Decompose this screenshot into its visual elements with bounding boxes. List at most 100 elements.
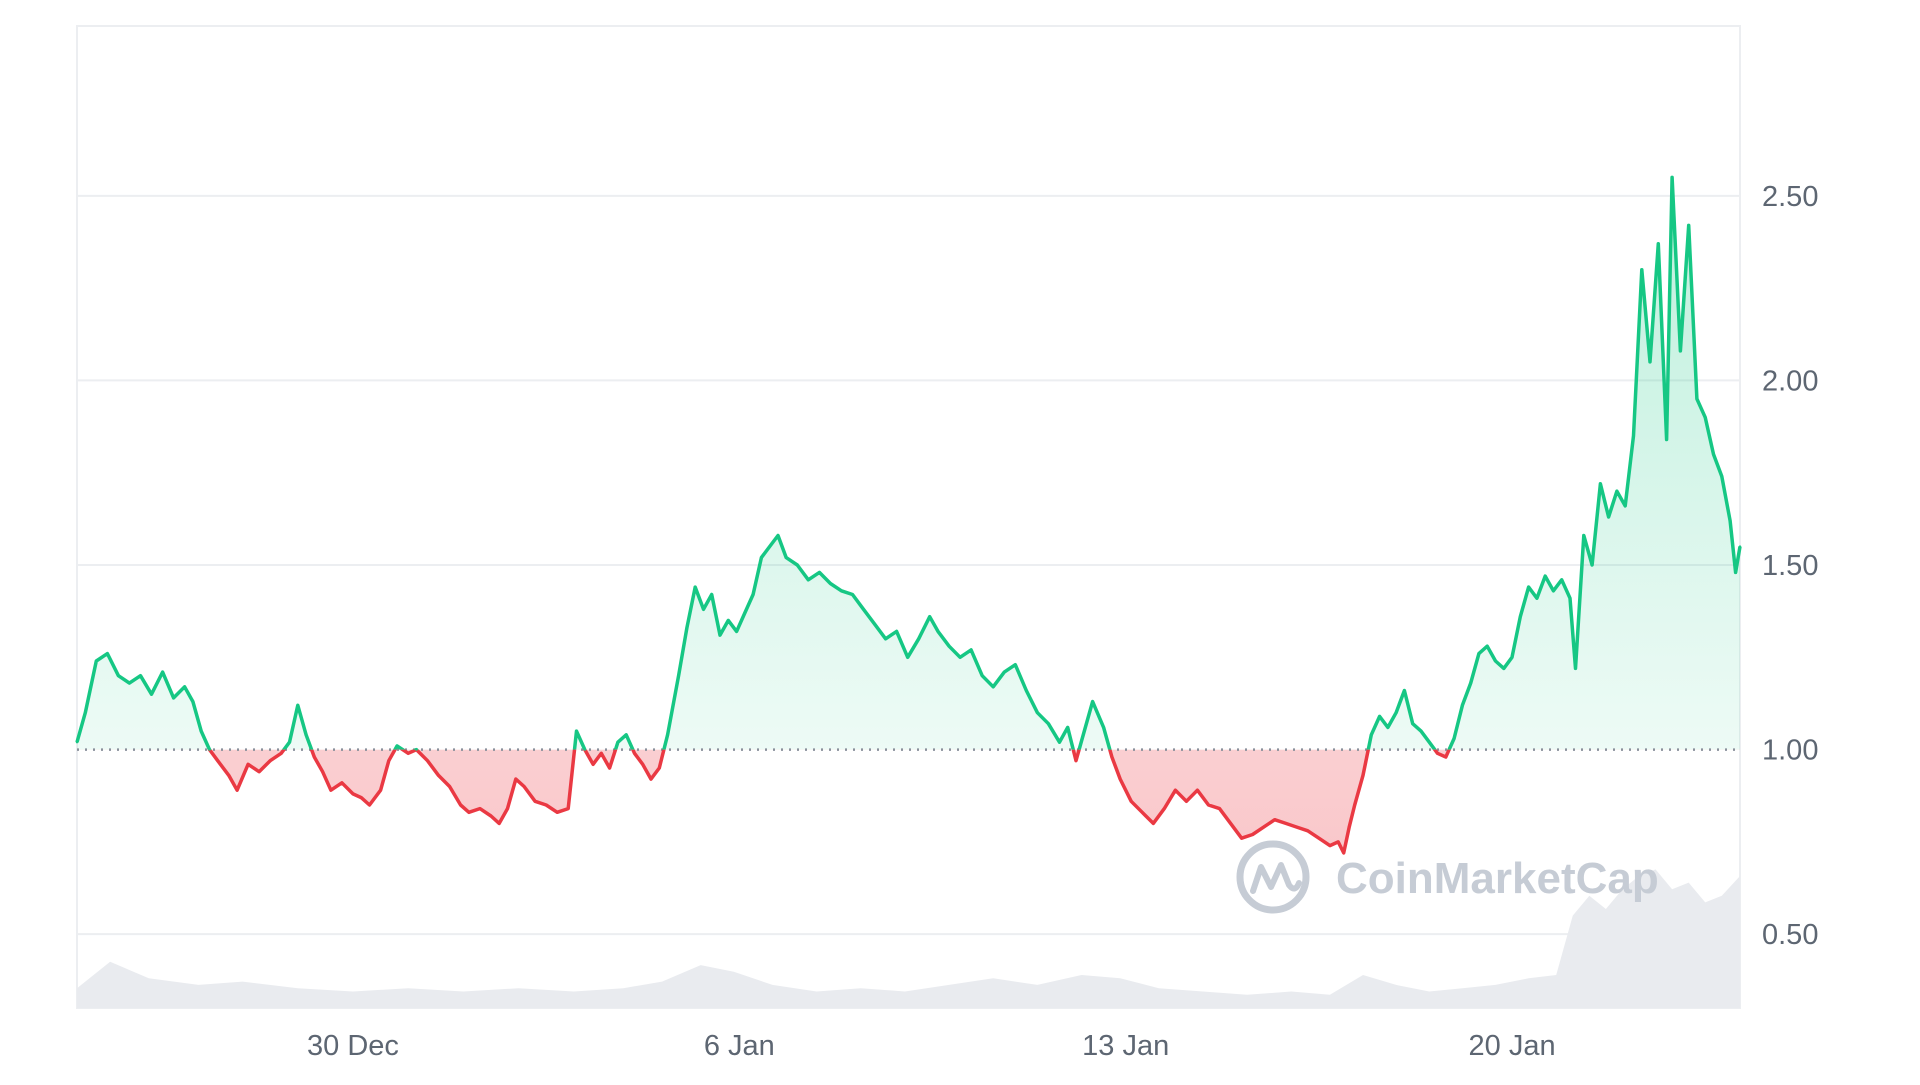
y-tick-label: 1.00	[1762, 735, 1818, 767]
price-point	[862, 608, 865, 611]
price-point	[150, 693, 153, 696]
price-point	[1687, 224, 1690, 227]
price-point	[1582, 534, 1586, 537]
coinmarketcap-watermark: CoinMarketCap	[1236, 840, 1659, 914]
price-point	[1130, 800, 1133, 803]
price-point	[235, 788, 239, 792]
y-tick-label: 0.50	[1762, 919, 1818, 951]
price-point	[1623, 504, 1627, 508]
price-point	[555, 811, 559, 814]
price-point	[1590, 563, 1594, 567]
price-point	[807, 578, 810, 581]
price-point	[1118, 777, 1122, 781]
price-point	[1734, 571, 1737, 574]
price-point	[1317, 836, 1321, 840]
price-point	[1273, 818, 1276, 821]
y-tick-label: 2.50	[1762, 181, 1818, 213]
price-point	[1469, 681, 1472, 685]
price-point	[387, 759, 391, 762]
price-point	[1378, 715, 1381, 718]
price-point	[1599, 482, 1602, 485]
price-point	[1543, 574, 1547, 578]
price-point	[84, 711, 87, 714]
grid-lines	[77, 194, 1740, 936]
price-point	[649, 777, 653, 781]
price-point	[1083, 729, 1086, 733]
price-point	[1074, 759, 1078, 762]
price-point	[616, 740, 620, 744]
price-point	[1141, 811, 1144, 814]
price-point	[379, 788, 382, 792]
price-point	[1679, 349, 1682, 353]
price-point	[139, 674, 142, 677]
price-point	[406, 752, 410, 755]
price-point	[1328, 844, 1332, 847]
price-point	[117, 674, 120, 677]
x-tick-label: 6 Jan	[704, 1030, 775, 1062]
price-point	[727, 619, 730, 622]
price-point	[1728, 519, 1732, 522]
price-point	[1411, 722, 1414, 725]
price-point	[360, 796, 363, 799]
price-point	[199, 729, 203, 733]
price-point	[693, 585, 697, 589]
price-point	[1185, 800, 1188, 803]
price-point	[1014, 663, 1017, 666]
price-point	[498, 822, 501, 825]
price-point	[600, 752, 603, 755]
x-tick-label: 20 Jan	[1469, 1030, 1556, 1062]
price-point	[928, 615, 931, 618]
price-point	[1196, 788, 1199, 792]
price-point	[567, 807, 570, 810]
price-line-above	[75, 175, 1742, 750]
price-point	[437, 774, 440, 777]
price-point	[1568, 597, 1572, 600]
price-point	[1648, 360, 1652, 364]
price-point	[459, 803, 462, 807]
price-point	[544, 803, 548, 807]
price-point	[1251, 833, 1254, 836]
price-point	[751, 593, 755, 596]
price-point	[191, 700, 195, 703]
price-point	[1494, 659, 1497, 663]
price-point	[351, 792, 355, 796]
price-point	[426, 759, 429, 762]
price-point	[183, 685, 186, 689]
price-point	[583, 748, 586, 751]
price-point	[1207, 803, 1210, 807]
price-point	[906, 656, 909, 659]
price-point	[268, 759, 272, 762]
price-point	[467, 811, 471, 814]
price-point	[1502, 667, 1505, 670]
price-point	[702, 608, 705, 611]
price-point	[313, 755, 316, 759]
price-point	[1342, 851, 1345, 855]
price-point	[1640, 268, 1643, 271]
price-point	[478, 807, 482, 810]
price-point	[895, 630, 898, 633]
price-point	[735, 630, 738, 633]
area-below-baseline	[77, 749, 1740, 853]
price-point	[776, 534, 780, 537]
price-point	[1218, 807, 1221, 810]
price-point	[1403, 689, 1406, 692]
price-point	[685, 626, 689, 629]
price-point	[522, 785, 526, 788]
price-point	[321, 770, 324, 773]
price-point	[658, 766, 661, 770]
price-point	[1047, 722, 1050, 725]
price-point	[1444, 755, 1448, 759]
price-point	[796, 563, 799, 567]
price-point	[1695, 397, 1699, 401]
price-point	[851, 593, 854, 596]
price-point	[710, 593, 713, 596]
price-point	[368, 803, 371, 807]
price-point	[980, 674, 984, 677]
price-point	[1370, 733, 1373, 737]
price-point	[1535, 597, 1539, 600]
price-point	[506, 807, 509, 810]
price-point	[280, 752, 283, 755]
price-point	[760, 556, 763, 559]
price-point	[1552, 589, 1555, 593]
